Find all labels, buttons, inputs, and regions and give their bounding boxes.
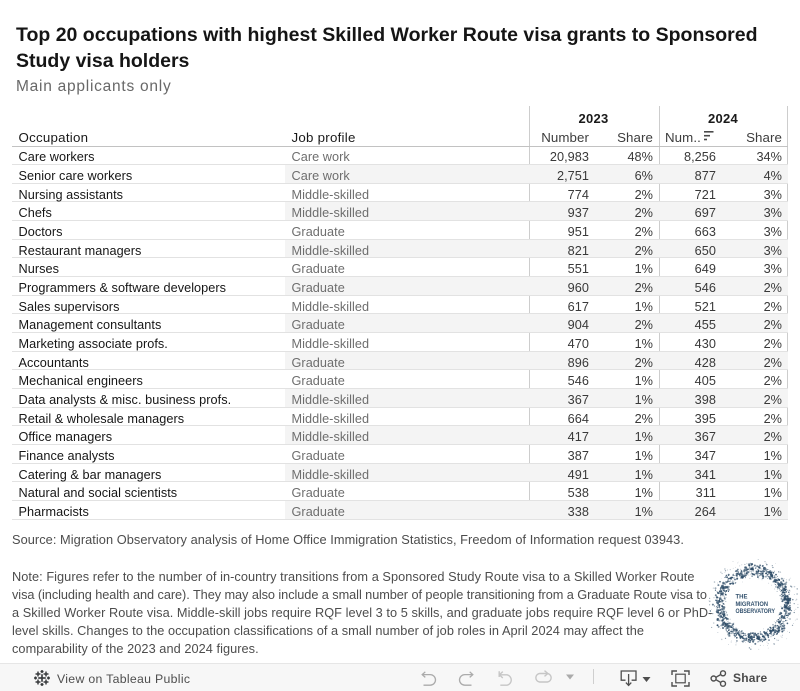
svg-text:OBSERVATORY: OBSERVATORY [736, 608, 776, 615]
svg-text:THE: THE [736, 594, 748, 601]
svg-text:MIGRATION: MIGRATION [736, 601, 769, 608]
